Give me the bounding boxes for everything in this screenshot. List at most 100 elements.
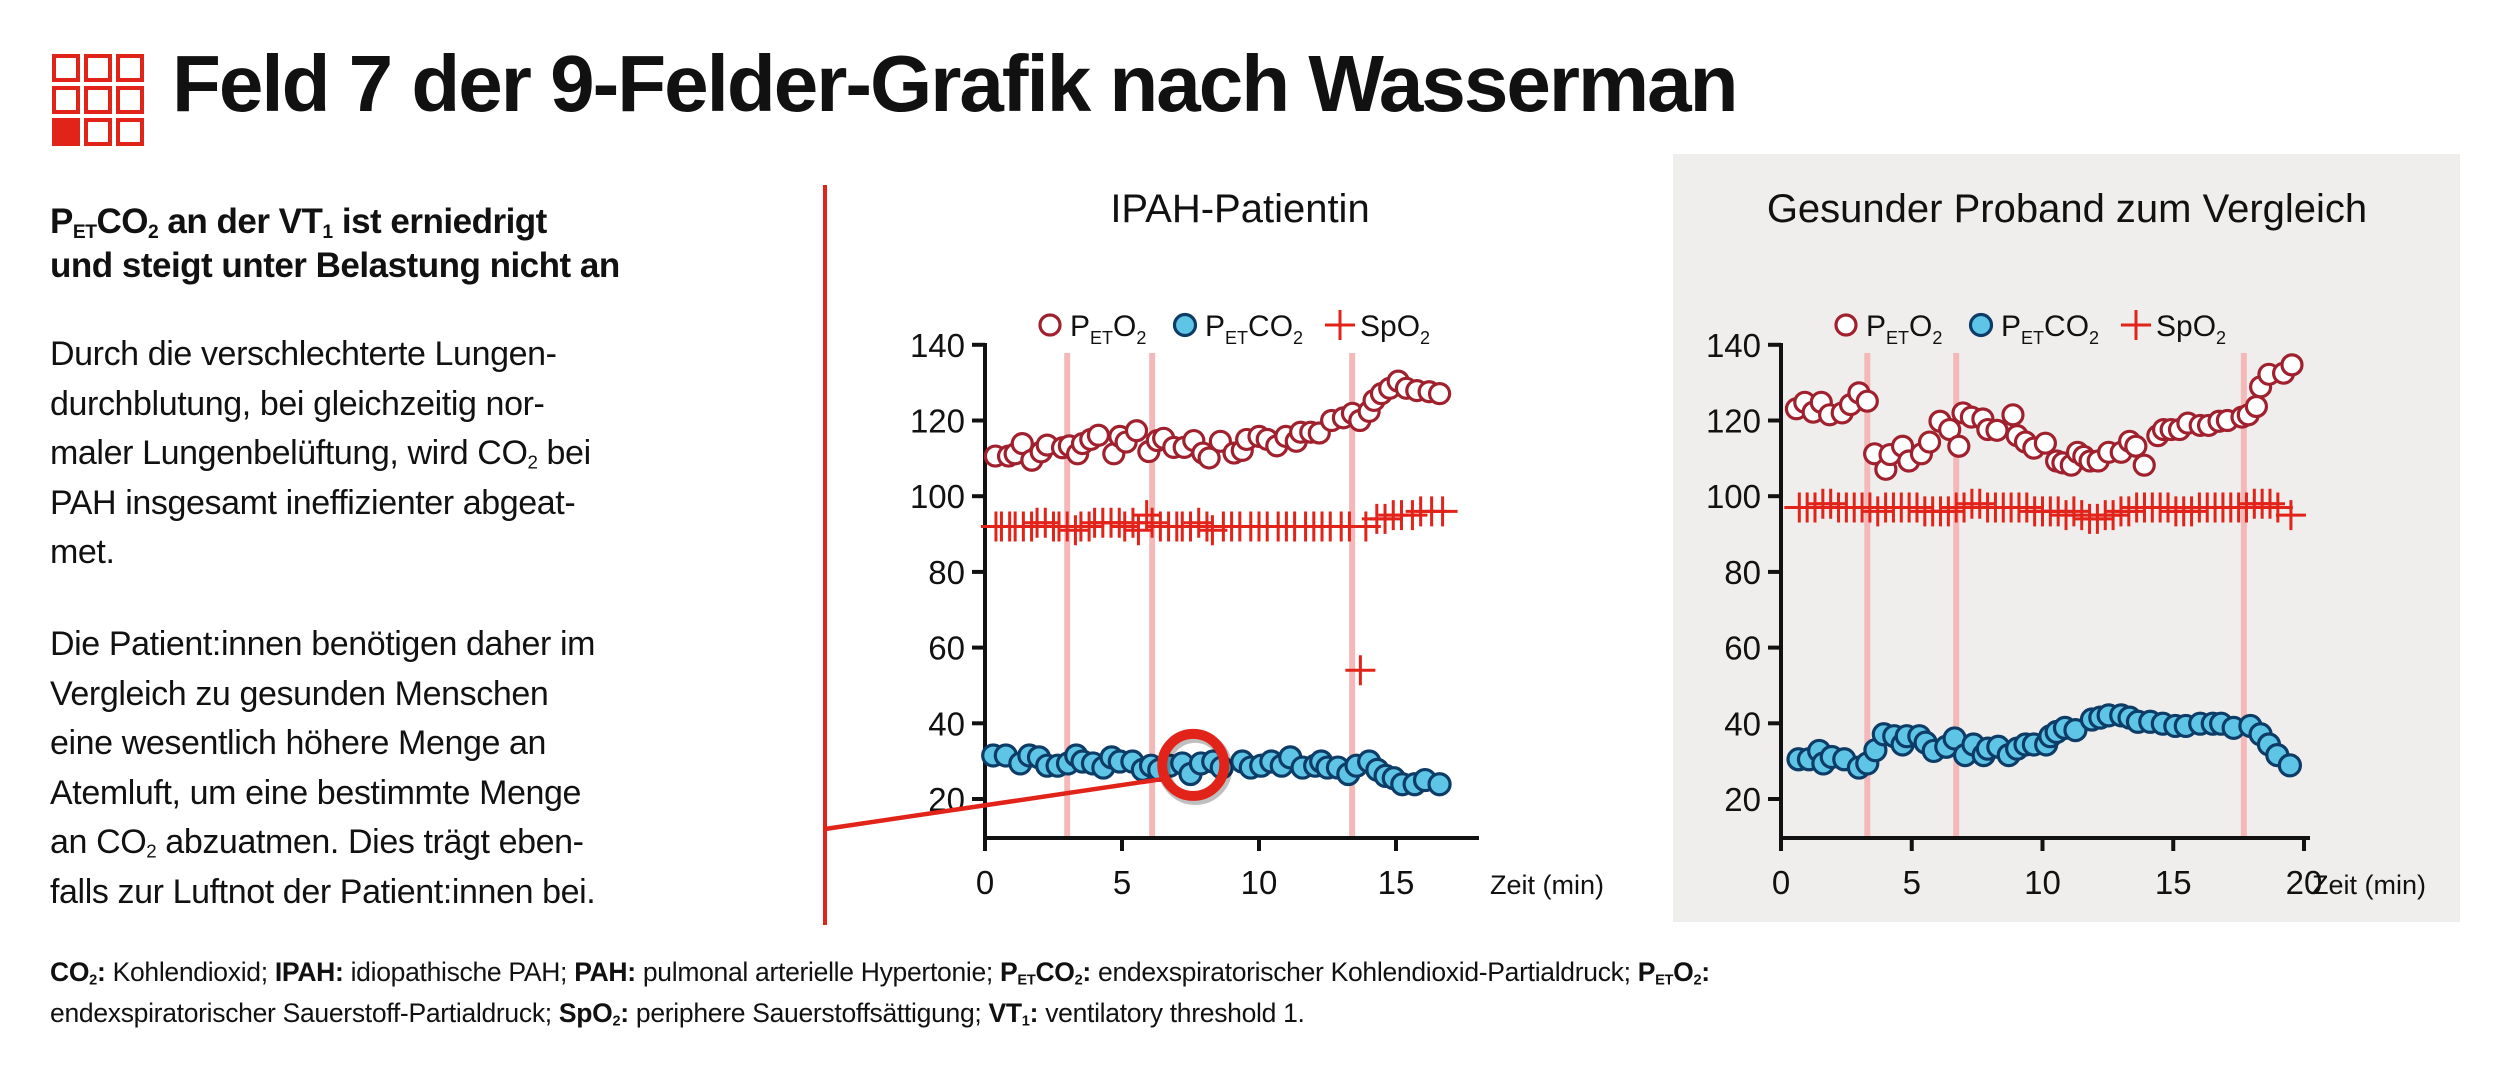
y-tick-label: 60: [1724, 630, 1761, 667]
legend-label: PETO2: [1070, 310, 1146, 348]
data-point-spo2: [1137, 507, 1168, 538]
x-tick-label: 10: [1241, 864, 1278, 901]
legend-subscript: 2: [1420, 328, 1430, 348]
body-paragraph-1: Durch die verschlechterte Lungen-durchbl…: [50, 330, 591, 578]
data-point-spo2: [1183, 507, 1214, 538]
legend-text: P: [1070, 310, 1090, 343]
text-segment: :: [1082, 957, 1091, 987]
text-segment: :: [96, 957, 106, 987]
text-line: Vergleich zu gesunden Menschen: [50, 670, 595, 720]
text-segment: CO: [1035, 957, 1075, 987]
text-segment: endexspiratorischer Sauerstoff-Partialdr…: [50, 998, 559, 1028]
text-line: falls zur Luftnot der Patient:innen bei.: [50, 868, 596, 918]
data-point-spo2: [2275, 500, 2306, 531]
text-line: Atemluft, um eine bestimmte Menge: [50, 769, 595, 819]
subscript: 2: [147, 221, 159, 243]
text-segment: P: [1637, 957, 1656, 987]
vt1-highlight: [824, 728, 1233, 832]
legend-subscript: 2: [1136, 328, 1146, 348]
text-segment: ventilatory threshold 1.: [1038, 998, 1305, 1028]
subscript: 2: [612, 1013, 621, 1030]
text-line: maler Lungenbelüftung, wird CO2 bei: [50, 429, 591, 479]
data-point-spo2: [2098, 500, 2129, 531]
text-segment: VT: [988, 998, 1023, 1028]
series-petco2: [1786, 703, 2302, 780]
y-tick-label: 120: [1706, 403, 1761, 440]
data-point-peto2: [1947, 434, 1971, 458]
data-point-spo2: [2176, 496, 2207, 527]
data-point-petco2: [1427, 772, 1452, 797]
text-segment: :: [1701, 957, 1710, 987]
data-point-spo2: [1933, 496, 1964, 527]
y-tick-label: 120: [910, 403, 965, 440]
legend-subscript: 2: [2089, 328, 2099, 348]
legend-text: CO: [2044, 310, 2089, 343]
text-line: PAH insgesamt ineffizienter abgeat-: [50, 479, 591, 529]
legend-marker-plus: [2121, 310, 2151, 340]
x-tick-label: 15: [2155, 864, 2192, 901]
x-tick-label: 0: [976, 864, 994, 901]
legend-subscript: ET: [1886, 328, 1909, 348]
data-point-spo2: [1074, 511, 1105, 542]
text-segment: :: [1029, 998, 1039, 1028]
data-point-peto2: [2244, 394, 2269, 419]
text-segment: abzuatmen. Dies trägt eben-: [156, 823, 584, 861]
legend-label: PETCO2: [1205, 310, 1303, 348]
text-segment: SpO: [558, 998, 613, 1028]
data-point-spo2: [1370, 503, 1401, 534]
y-tick-label: 40: [1724, 705, 1761, 742]
legend-text: CO: [1248, 310, 1293, 343]
text-segment: P: [1000, 957, 1018, 987]
data-point-spo2: [2011, 492, 2042, 523]
series-spo2: [1784, 488, 2306, 534]
chart-healthy-control: Gesunder Proband zum Vergleich2040608010…: [1706, 187, 2426, 901]
section-heading: PETCO2 an der VT1 ist erniedrigt und stei…: [50, 200, 620, 288]
data-point-spo2: [2255, 488, 2285, 519]
subscript: 2: [89, 972, 97, 989]
subscript: ET: [1017, 972, 1036, 989]
data-point-spo2: [1397, 500, 1428, 531]
data-point-spo2: [1109, 511, 1140, 542]
data-point-spo2: [1123, 515, 1154, 546]
highlight-circle: [1157, 728, 1230, 801]
legend-label: SpO2: [1360, 310, 1430, 348]
text-line: endexspiratorischer Sauerstoff-Partialdr…: [50, 993, 1710, 1034]
text-segment: CO: [50, 957, 90, 987]
text-segment: falls zur Luftnot der Patient:innen bei.: [50, 872, 596, 911]
legend-label: SpO2: [2156, 310, 2226, 348]
text-segment: ist erniedrigt: [332, 202, 548, 241]
text-segment: periphere Sauerstoffsättigung;: [628, 998, 989, 1028]
text-segment: Durch die verschlechterte Lungen-: [50, 335, 557, 373]
text-segment: IPAH:: [274, 957, 344, 987]
text-line: eine wesentlich höhere Menge an: [50, 719, 595, 769]
series-petco2: [981, 743, 1452, 797]
legend-subscript: 2: [2216, 328, 2226, 348]
text-segment: endexspiratorischer Kohlendioxid-Partial…: [1090, 957, 1638, 987]
subscript: 1: [322, 221, 333, 243]
text-line: PETCO2 an der VT1 ist erniedrigt: [50, 200, 620, 244]
legend-subscript: 2: [1293, 328, 1303, 348]
text-segment: PAH insgesamt ineffizienter abgeat-: [50, 483, 576, 522]
legend-text: O: [1113, 310, 1136, 343]
body-paragraph-2: Die Patient:innen benötigen daher im Verg…: [50, 620, 596, 918]
data-point-peto2: [2132, 453, 2156, 477]
text-segment: CO: [96, 202, 148, 241]
legend-text: O: [1909, 310, 1932, 343]
subscript: 1: [1021, 1013, 1030, 1030]
data-point-peto2: [2124, 434, 2148, 458]
legend-subscript: ET: [1225, 328, 1248, 348]
text-segment: an der VT: [158, 202, 323, 241]
subscript: 2: [1693, 972, 1702, 989]
data-point-peto2: [2280, 353, 2304, 377]
chart-title: Gesunder Proband zum Vergleich: [1767, 187, 2367, 231]
data-point-spo2: [2262, 492, 2293, 523]
legend-text: P: [1205, 310, 1225, 343]
text-line: und steigt unter Belastung nicht an: [50, 244, 620, 288]
text-line: met.: [50, 528, 591, 578]
grid-icon: [50, 52, 146, 148]
legend-text: P: [1866, 310, 1886, 343]
x-tick-label: 15: [1378, 864, 1415, 901]
text-segment: und steigt unter Belastung nicht an: [50, 246, 620, 285]
legend-marker-filled-circle: [1968, 312, 1994, 338]
